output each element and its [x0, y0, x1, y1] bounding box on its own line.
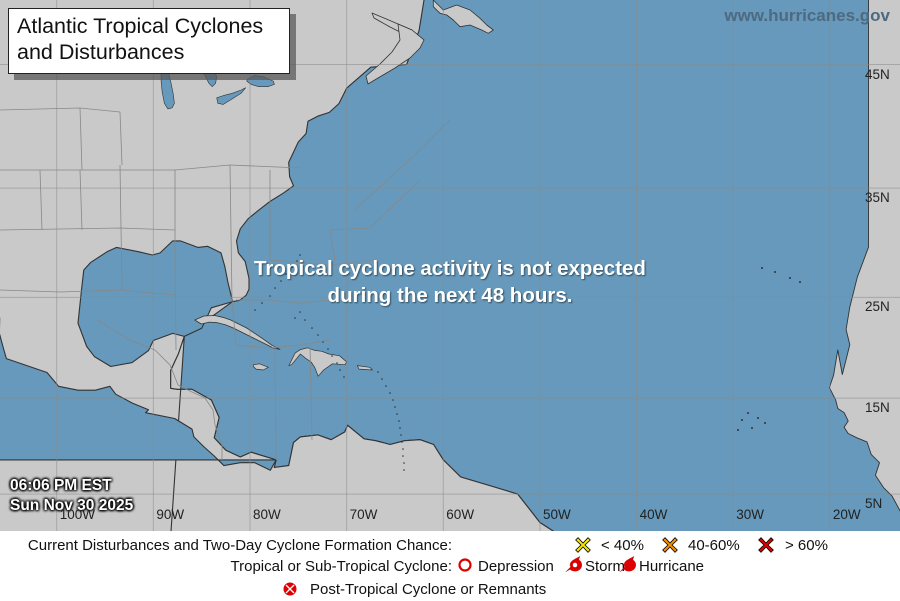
svg-text:< 40%: < 40% [601, 537, 644, 554]
svg-text:> 60%: > 60% [785, 537, 828, 554]
svg-text:Current Disturbances and Two-D: Current Disturbances and Two-Day Cyclone… [28, 537, 452, 554]
svg-text:Tropical or Sub-Tropical Cyclo: Tropical or Sub-Tropical Cyclone: [231, 558, 452, 575]
svg-text:Hurricane: Hurricane [639, 558, 704, 575]
svg-text:Post-Tropical Cyclone or Remna: Post-Tropical Cyclone or Remnants [310, 581, 546, 598]
svg-text:40-60%: 40-60% [688, 537, 740, 554]
svg-text:Depression: Depression [478, 558, 554, 575]
svg-text:Storm: Storm [585, 558, 625, 575]
